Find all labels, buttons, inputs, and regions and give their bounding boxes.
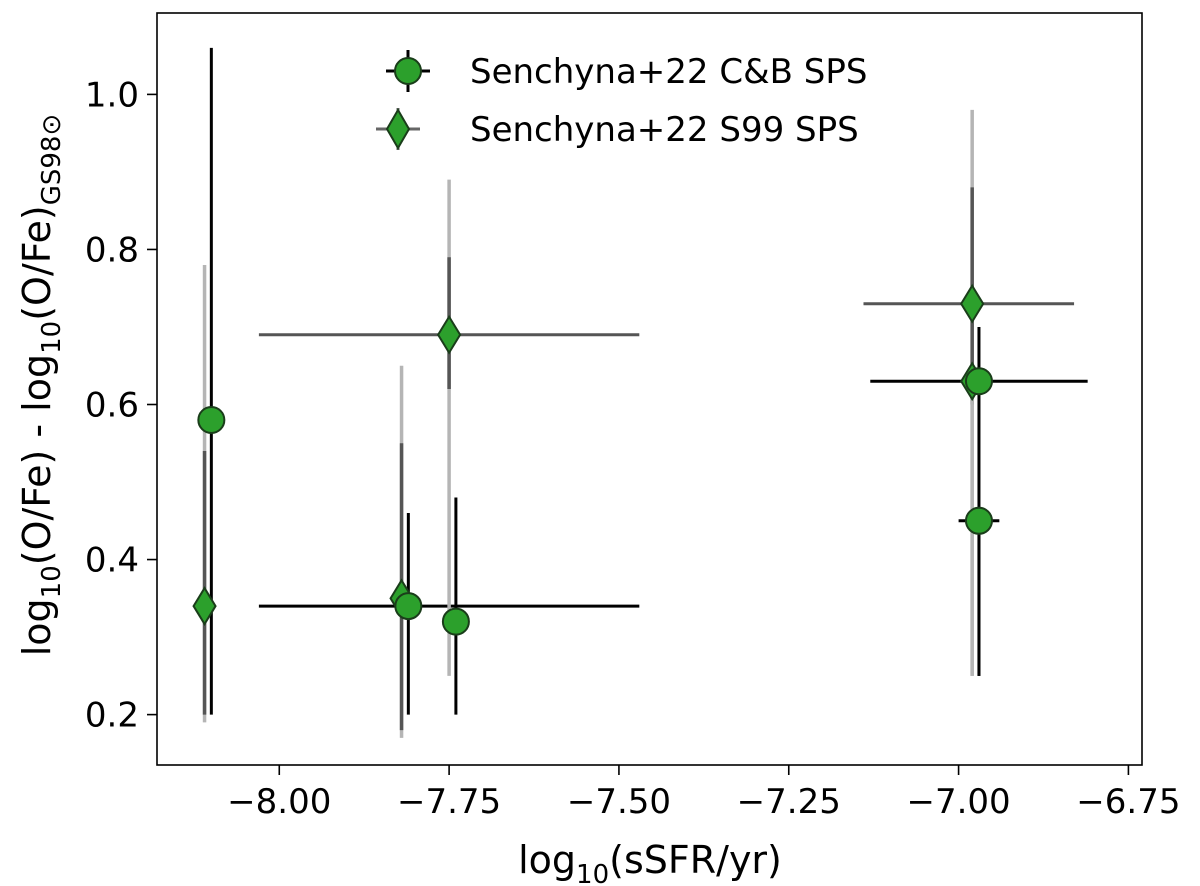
x-tick-label: −8.00	[227, 782, 331, 822]
x-tick-label: −6.75	[1076, 782, 1180, 822]
legend-label-s99: Senchyna+22 S99 SPS	[470, 110, 859, 150]
y-tick-label: 0.8	[85, 230, 139, 270]
y-tick-label: 0.6	[85, 386, 139, 426]
legend-entry-cb: Senchyna+22 C&B SPS	[386, 50, 867, 92]
errorbars-layer	[202, 47, 1088, 738]
y-tick-label: 0.2	[85, 696, 139, 736]
y-tick-label: 1.0	[85, 75, 139, 115]
x-tick-label: −7.00	[906, 782, 1010, 822]
x-tick-label: −7.50	[567, 782, 671, 822]
x-tick-label: −7.75	[397, 782, 501, 822]
legend: Senchyna+22 C&B SPS Senchyna+22 S99 SPS	[376, 50, 867, 150]
data-point-diamond	[960, 283, 985, 324]
x-axis: −8.00 −7.75 −7.50 −7.25 −7.00 −6.75	[227, 765, 1181, 822]
x-axis-label: log10(sSFR/yr)	[518, 838, 782, 886]
y-tick-label: 0.4	[85, 541, 139, 581]
legend-label-cb: Senchyna+22 C&B SPS	[470, 52, 867, 92]
legend-entry-s99: Senchyna+22 S99 SPS	[376, 108, 859, 150]
data-point-diamond	[436, 314, 462, 355]
markers-layer	[192, 283, 993, 636]
plot-frame	[156, 12, 1143, 766]
data-point-circle	[964, 506, 993, 535]
data-point-circle	[394, 592, 423, 621]
data-point-circle	[441, 607, 470, 636]
y-axis-label: log10(O/Fe) - log10(O/Fe)GS98⊙	[15, 114, 67, 657]
legend-diamond-marker	[385, 108, 411, 150]
x-tick-label: −7.25	[737, 782, 841, 822]
y-axis: 0.2 0.4 0.6 0.8 1.0	[85, 75, 157, 736]
data-point-circle	[197, 406, 226, 435]
data-point-circle	[964, 367, 993, 396]
data-point-diamond	[192, 586, 217, 626]
legend-circle-marker	[394, 57, 422, 85]
